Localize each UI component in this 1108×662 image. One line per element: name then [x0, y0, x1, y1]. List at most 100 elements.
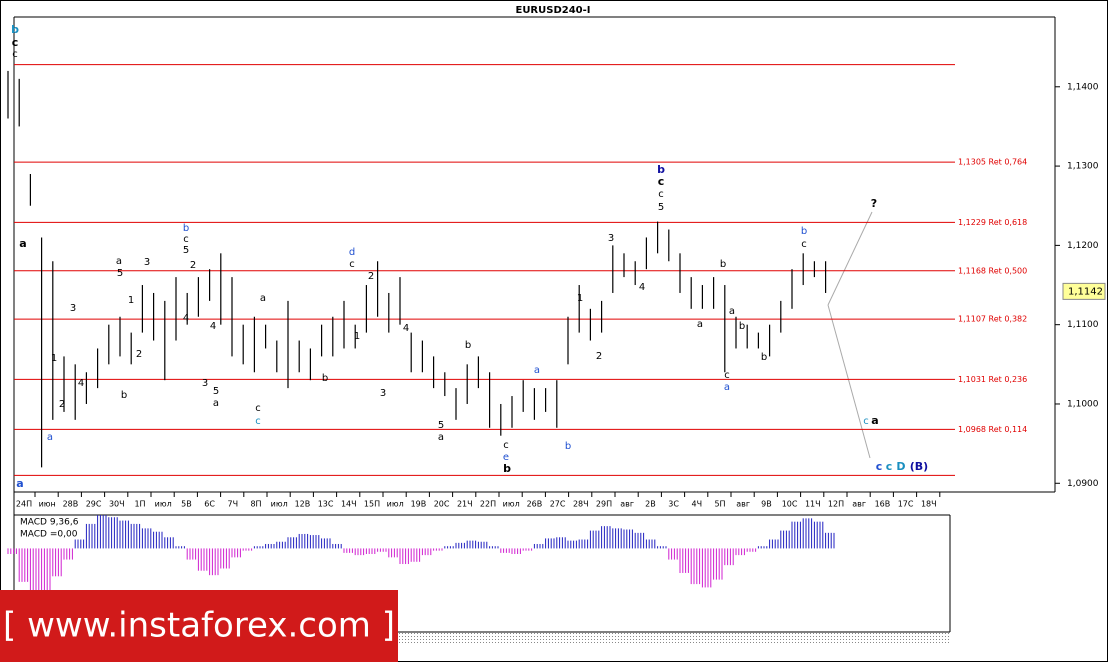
x-tick-label: 17С [898, 500, 914, 509]
y-tick-label: 1,1100 [1067, 320, 1099, 330]
x-tick-label: 28Ч [573, 500, 589, 509]
x-tick-label: 8П [250, 500, 261, 509]
wave-label: 1 [128, 295, 134, 306]
x-tick-label: авг [852, 500, 866, 509]
x-tick-label: 27С [550, 500, 566, 509]
wave-label: c [801, 239, 807, 250]
wave-label: D [896, 460, 905, 473]
level-label: 1,1107 Ret 0,382 [958, 315, 1027, 324]
wave-label: c [658, 175, 665, 188]
x-tick-label: 24П [16, 500, 32, 509]
x-tick-label: июл [271, 500, 288, 509]
wave-label: a [729, 306, 735, 317]
wave-label: a [213, 398, 219, 409]
x-tick-label: июл [387, 500, 404, 509]
wave-label: c [886, 460, 893, 473]
wave-label: c [863, 416, 869, 427]
wave-label: b [121, 390, 127, 401]
wave-label: 2 [59, 399, 65, 410]
x-tick-label: 12П [828, 500, 844, 509]
x-tick-label: 18Ч [921, 500, 937, 509]
y-tick-label: 1,1200 [1067, 241, 1099, 251]
wave-label: 1 [51, 353, 57, 364]
x-tick-label: 20С [434, 500, 450, 509]
wave-label: 2 [190, 260, 196, 271]
x-tick-label: авг [736, 500, 750, 509]
wave-label: ? [871, 197, 877, 210]
wave-label: c [255, 416, 261, 427]
wave-label: 5 [658, 202, 664, 213]
y-tick-label: 1,0900 [1067, 479, 1099, 489]
x-tick-label: июл [155, 500, 172, 509]
wave-label: c [255, 403, 261, 414]
wave-label: 5 [438, 420, 444, 431]
x-tick-label: 11Ч [805, 500, 821, 509]
current-price-box [1062, 282, 1106, 300]
x-tick-label: 13С [318, 500, 334, 509]
wave-label: a [116, 256, 122, 267]
wave-label: 4 [78, 378, 84, 389]
x-tick-label: 5П [714, 500, 725, 509]
wave-label: a [16, 477, 23, 490]
wave-label: a [534, 365, 540, 376]
scrollbar [398, 633, 950, 645]
wave-label: 4 [639, 282, 645, 293]
wave-label: c [658, 189, 664, 200]
wave-label: 3 [70, 303, 76, 314]
wave-label: b [322, 373, 328, 384]
wave-label: c [724, 370, 730, 381]
macd-value: MACD =0,00 [20, 530, 78, 540]
x-tick-label: 14Ч [341, 500, 357, 509]
wave-label: 2 [136, 349, 142, 360]
wave-label: b [465, 340, 471, 351]
wave-label: (B) [910, 460, 928, 473]
wave-label: a [47, 432, 53, 443]
wave-label: b [761, 352, 767, 363]
wave-label: a [871, 414, 878, 427]
macd-label: MACD 9,36,6 [20, 518, 79, 528]
x-tick-label: 9В [761, 500, 772, 509]
chart-title: EURUSD240-I [515, 5, 590, 16]
x-tick-label: 16В [875, 500, 891, 509]
x-tick-label: авг [620, 500, 634, 509]
level-label: 1,0968 Ret 0,114 [958, 425, 1027, 434]
x-tick-label: 10С [782, 500, 798, 509]
y-tick-label: 1,1300 [1067, 162, 1099, 172]
wave-label: b [739, 321, 745, 332]
wave-label: b [183, 223, 189, 234]
watermark: [ www.instaforex.com ] [3, 606, 395, 646]
wave-label: b [565, 441, 571, 452]
x-tick-label: 6С [204, 500, 215, 509]
wave-label: 5 [213, 386, 219, 397]
wave-label: 3 [202, 378, 208, 389]
wave-label: 5 [117, 268, 123, 279]
wave-label: c [183, 234, 189, 245]
wave-label: 2 [368, 271, 374, 282]
projection-up [827, 211, 873, 306]
y-tick-label: 1,1400 [1067, 82, 1099, 92]
current-price-label: 1,1142 [1068, 286, 1103, 297]
wave-label: 4 [183, 313, 189, 324]
wave-label: b [503, 462, 511, 475]
level-label: 1,1168 Ret 0,500 [958, 266, 1027, 275]
x-tick-label: 22П [480, 500, 496, 509]
wave-label: b [801, 226, 807, 237]
wave-label: e [503, 452, 509, 463]
projection-down [827, 304, 871, 459]
x-tick-label: 12В [295, 500, 311, 509]
wave-label: a [697, 319, 703, 330]
x-tick-label: 3С [668, 500, 679, 509]
x-tick-label: 2В [645, 500, 656, 509]
x-tick-label: 21Ч [457, 500, 473, 509]
wave-label: a [19, 237, 26, 250]
level-label: 1,1305 Ret 0,764 [958, 158, 1027, 167]
x-tick-label: 7Ч [228, 500, 239, 509]
wave-label: 2 [596, 351, 602, 362]
wave-label: 5 [183, 245, 189, 256]
x-tick-label: 15П [364, 500, 380, 509]
y-tick-label: 1,1000 [1067, 399, 1099, 409]
wave-label: c [349, 259, 355, 270]
wave-label: 3 [380, 388, 386, 399]
